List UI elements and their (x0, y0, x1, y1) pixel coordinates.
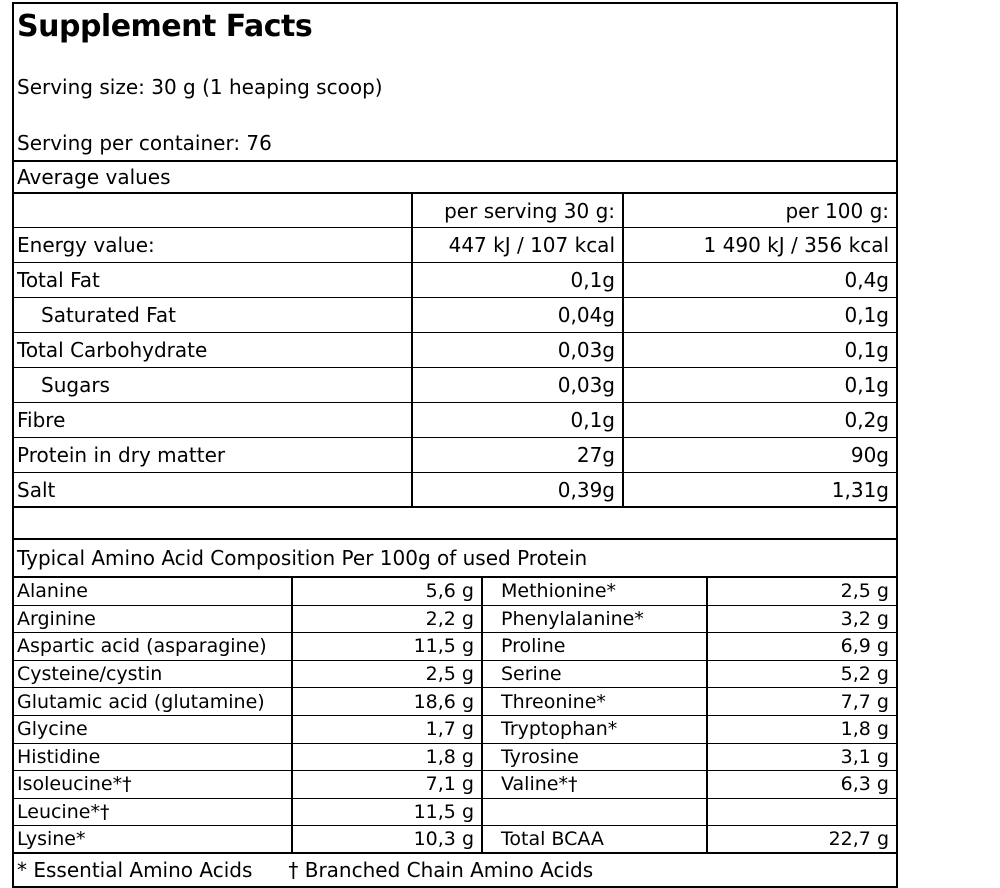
amino-name-left: Glutamic acid (glutamine) (14, 688, 293, 715)
row-label: Energy value: (14, 228, 413, 262)
footnote-essential: * Essential Amino Acids (17, 857, 253, 882)
row-label: Protein in dry matter (14, 438, 413, 472)
amino-name-right: Valine*† (483, 771, 708, 798)
row-label: Total Carbohydrate (14, 333, 413, 367)
row-value-per-100g: 0,1g (844, 303, 889, 327)
amino-value-left: 11,5 g (293, 798, 483, 826)
column-header-per-serving: per serving 30 g: (413, 194, 624, 227)
amino-value-right: 7,7 g (840, 690, 889, 713)
amino-row: Arginine 2,2 g Phenylalanine* 3,2 g (14, 605, 896, 634)
amino-name-left: Arginine (14, 605, 293, 633)
amino-name-right: Methionine* (483, 578, 708, 605)
row-value-per-100g: 90g (850, 443, 889, 467)
amino-name-left: Glycine (14, 715, 293, 743)
amino-name-right: Tryptophan* (483, 715, 708, 743)
nutrition-row-protein: Protein in dry matter 27g 90g (14, 438, 896, 473)
amino-name-left: Aspartic acid (asparagine) (14, 633, 293, 660)
row-value-per-serving: 27g (413, 438, 624, 472)
amino-name-right: Phenylalanine* (483, 605, 708, 633)
amino-value-right: 22,7 g (828, 828, 889, 851)
nutrition-row-fibre: Fibre 0,1g 0,2g (14, 403, 896, 438)
nutrition-row-energy: Energy value: 447 kJ / 107 kcal 1 490 kJ… (14, 228, 896, 263)
page-title: Supplement Facts (17, 9, 313, 44)
row-label: Salt (14, 473, 413, 506)
header-section: Supplement Facts Serving size: 30 g (1 h… (14, 4, 896, 162)
amino-name-left: Alanine (14, 578, 293, 605)
amino-value-right: 2,5 g (840, 580, 889, 603)
amino-row: Isoleucine*† 7,1 g Valine*† 6,3 g (14, 771, 896, 799)
nutrition-row-total-fat: Total Fat 0,1g 0,4g (14, 263, 896, 298)
amino-name-left: Lysine* (14, 826, 293, 852)
amino-row-total-bcaa: Lysine* 10,3 g Total BCAA 22,7 g (14, 826, 896, 854)
amino-value-right: 5,2 g (840, 663, 889, 686)
amino-value-left: 7,1 g (293, 771, 483, 798)
amino-value-right (708, 799, 896, 826)
row-value-per-serving: 447 kJ / 107 kcal (413, 228, 624, 262)
row-value-per-100g: 0,4g (844, 268, 889, 292)
footnotes-row: * Essential Amino Acids † Branched Chain… (14, 854, 896, 886)
amino-name-right: Proline (483, 633, 708, 660)
row-value-per-100g: 1 490 kJ / 356 kcal (703, 233, 889, 257)
nutrition-table: per serving 30 g: per 100 g: Energy valu… (14, 194, 896, 508)
column-header-per-100g: per 100 g: (785, 198, 889, 223)
amino-row: Glutamic acid (glutamine) 18,6 g Threoni… (14, 688, 896, 716)
amino-value-left: 2,5 g (293, 660, 483, 688)
footnote-bcaa: † Branched Chain Amino Acids (288, 857, 594, 882)
row-value-per-100g: 0,1g (844, 373, 889, 397)
row-value-per-serving: 0,04g (413, 298, 624, 332)
amino-name-left: Cysteine/cystin (14, 660, 293, 688)
row-value-per-serving: 0,03g (413, 368, 624, 402)
row-label: Sugars (14, 368, 413, 402)
spacer-row (14, 508, 896, 540)
amino-value-left: 10,3 g (293, 826, 483, 852)
amino-value-left: 18,6 g (293, 688, 483, 715)
amino-name-left: Leucine*† (14, 798, 293, 826)
amino-value-right: 3,2 g (840, 607, 889, 630)
amino-row: Glycine 1,7 g Tryptophan* 1,8 g (14, 715, 896, 744)
nutrition-header-row: per serving 30 g: per 100 g: (14, 194, 896, 228)
row-value-per-100g: 1,31g (831, 477, 889, 502)
amino-value-right: 6,9 g (840, 635, 889, 658)
amino-name-right (483, 798, 708, 826)
row-label: Total Fat (14, 263, 413, 297)
amino-section-title: Typical Amino Acid Composition Per 100g … (14, 540, 896, 578)
nutrition-row-saturated-fat: Saturated Fat 0,04g 0,1g (14, 298, 896, 333)
amino-name-right: Threonine* (483, 688, 708, 715)
row-label: Fibre (14, 403, 413, 437)
supplement-facts-label: Supplement Facts Serving size: 30 g (1 h… (12, 2, 898, 888)
amino-name-left: Histidine (14, 743, 293, 771)
amino-value-left: 5,6 g (293, 578, 483, 605)
amino-value-left: 1,8 g (293, 743, 483, 771)
amino-value-right: 1,8 g (840, 718, 889, 741)
nutrition-header-empty-cell (14, 194, 413, 227)
amino-name-right: Serine (483, 660, 708, 688)
amino-name-right: Total BCAA (483, 826, 708, 852)
amino-row: Cysteine/cystin 2,5 g Serine 5,2 g (14, 660, 896, 689)
row-value-per-serving: 0,1g (413, 263, 624, 297)
amino-value-left: 11,5 g (293, 633, 483, 660)
row-label: Saturated Fat (14, 298, 413, 332)
row-value-per-100g: 0,1g (844, 338, 889, 362)
amino-name-right: Tyrosine (483, 743, 708, 771)
amino-row: Alanine 5,6 g Methionine* 2,5 g (14, 578, 896, 606)
amino-row: Aspartic acid (asparagine) 11,5 g Prolin… (14, 633, 896, 661)
serving-size-text: Serving size: 30 g (1 heaping scoop) (17, 75, 383, 99)
row-value-per-100g: 0,2g (844, 408, 889, 432)
average-values-label: Average values (14, 162, 896, 194)
amino-row: Leucine*† 11,5 g (14, 798, 896, 827)
row-value-per-serving: 0,1g (413, 403, 624, 437)
amino-value-right: 6,3 g (840, 773, 889, 796)
row-value-per-serving: 0,39g (413, 473, 624, 506)
amino-value-left: 1,7 g (293, 715, 483, 743)
amino-value-right: 3,1 g (840, 745, 889, 768)
amino-value-left: 2,2 g (293, 605, 483, 633)
servings-per-container-text: Serving per container: 76 (17, 131, 272, 155)
nutrition-row-salt: Salt 0,39g 1,31g (14, 473, 896, 508)
amino-name-left: Isoleucine*† (14, 771, 293, 798)
nutrition-row-total-carbohydrate: Total Carbohydrate 0,03g 0,1g (14, 333, 896, 368)
amino-row: Histidine 1,8 g Tyrosine 3,1 g (14, 743, 896, 772)
amino-acid-table: Alanine 5,6 g Methionine* 2,5 g Arginine… (14, 578, 896, 854)
nutrition-row-sugars: Sugars 0,03g 0,1g (14, 368, 896, 403)
row-value-per-serving: 0,03g (413, 333, 624, 367)
